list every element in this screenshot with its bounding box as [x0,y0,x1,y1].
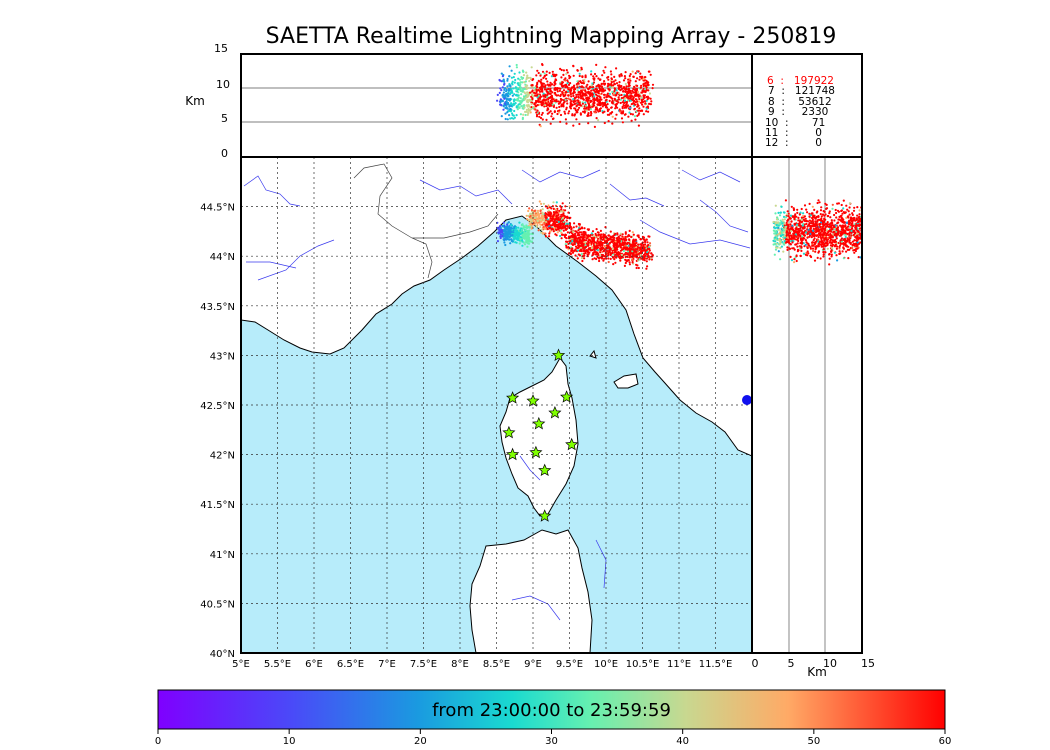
altitude-lightning-sources [496,63,655,128]
lat-tick-label: 43.5°N [200,302,235,313]
sardinia-island [469,529,593,653]
colorbar-ticks: 0 10 20 30 40 50 60 [155,729,952,747]
side-lightning-sources [772,199,862,266]
count-row-11: 11 : 0 [765,127,822,139]
lon-tick-label: 11°E [667,659,691,670]
altitude-tick-15: 15 [214,42,228,55]
side-xlabel: Km [807,665,827,679]
side-tick-10: 10 [823,657,837,670]
lat-tick-label: 40.5°N [200,599,235,610]
lon-tick-label: 6.5°E [337,659,364,670]
side-frame [751,156,863,654]
station-star [548,405,562,419]
lon-tick-label: 11.5°E [699,659,733,670]
station-star [565,437,579,451]
station-star [502,425,516,439]
latitude-labels: 40°N 40.5°N 41°N 41.5°N 42°N 42.5°N 43°N 43.5°N… [200,203,235,660]
colorbar-time-label: from 23:00:00 to 23:59:59 [432,700,671,721]
station-star [538,463,552,477]
map-lightning-sources [496,200,654,270]
station-star [506,391,520,404]
station-star [538,509,552,522]
count-row-10: 10 : 71 [765,117,825,129]
lon-tick-label: 9.5°E [556,659,583,670]
colorbar-tick-label: 0 [155,736,161,747]
station-star [532,416,546,430]
lon-tick-label: 9°E [524,659,542,670]
lon-tick-label: 5.5°E [264,659,291,670]
count-row-6: 6 : 197922 [767,75,834,87]
colorbar-tick-label: 40 [676,736,689,747]
lon-tick-label: 10°E [594,659,618,670]
counts-panel: 6 : 197922 7 : 121748 8 : 53612 9 : 2330… [751,53,863,158]
lon-tick-label: 10.5°E [626,659,660,670]
side-tick-0: 0 [752,657,759,670]
station-star [526,394,540,407]
altitude-tick-0: 0 [221,147,228,160]
lat-tick-label: 44°N [210,252,235,263]
side-panel: 0 5 10 15 Km [751,156,875,679]
lon-tick-label: 5°E [232,659,250,670]
lon-tick-label: 7°E [378,659,396,670]
lat-tick-label: 44.5°N [200,203,235,214]
station-star [529,445,543,459]
count-row-7: 7 : 121748 [768,85,835,97]
count-row-9: 9 : 2330 [768,106,828,118]
altitude-tick-10: 10 [216,78,230,91]
lat-tick-label: 42.5°N [200,401,235,412]
figure-title: SAETTA Realtime Lightning Mapping Array … [265,24,837,49]
lat-tick-label: 41°N [210,550,235,561]
altitude-tick-5: 5 [221,112,228,125]
colorbar-tick-label: 20 [414,736,427,747]
capraia-island [589,349,597,359]
count-row-8: 8 : 53612 [768,96,832,108]
count-row-12: 12 : 0 [765,137,822,149]
lon-tick-label: 7.5°E [410,659,437,670]
lat-tick-label: 41.5°N [200,500,235,511]
corsica-island [499,357,579,517]
mainland-coast [241,157,752,457]
side-tick-15: 15 [861,657,875,670]
colorbar-gradient [157,689,946,730]
longitude-labels: 5°E 5.5°E 6°E 6.5°E 7°E 7.5°E 8°E 8.5°E 9°E 9.5°E… [232,659,732,670]
side-tick-5: 5 [788,657,795,670]
altitude-panel: Km 15 10 5 0 [185,42,753,160]
colorbar-tick-label: 10 [283,736,296,747]
lat-tick-label: 42°N [210,451,235,462]
colorbar-tick-label: 60 [939,736,952,747]
colorbar: 0 10 20 30 40 50 60 [155,689,952,747]
station-star [551,348,566,362]
altitude-ylabel: Km [185,94,205,108]
lma-stations [502,348,579,522]
lon-tick-label: 8°E [451,659,469,670]
elba-island [613,373,639,389]
station-star [560,390,574,403]
country-borders [353,163,499,279]
lat-tick-label: 40°N [210,649,235,660]
colorbar-tick-label: 50 [807,736,820,747]
map-graticule [241,157,752,653]
blue-marker [742,395,752,405]
lon-tick-label: 8.5°E [483,659,510,670]
map-panel [241,157,752,653]
rivers [243,169,751,621]
lon-tick-label: 6°E [305,659,323,670]
station-star [506,447,520,461]
lat-tick-label: 43°N [210,351,235,362]
colorbar-tick-label: 30 [545,736,558,747]
